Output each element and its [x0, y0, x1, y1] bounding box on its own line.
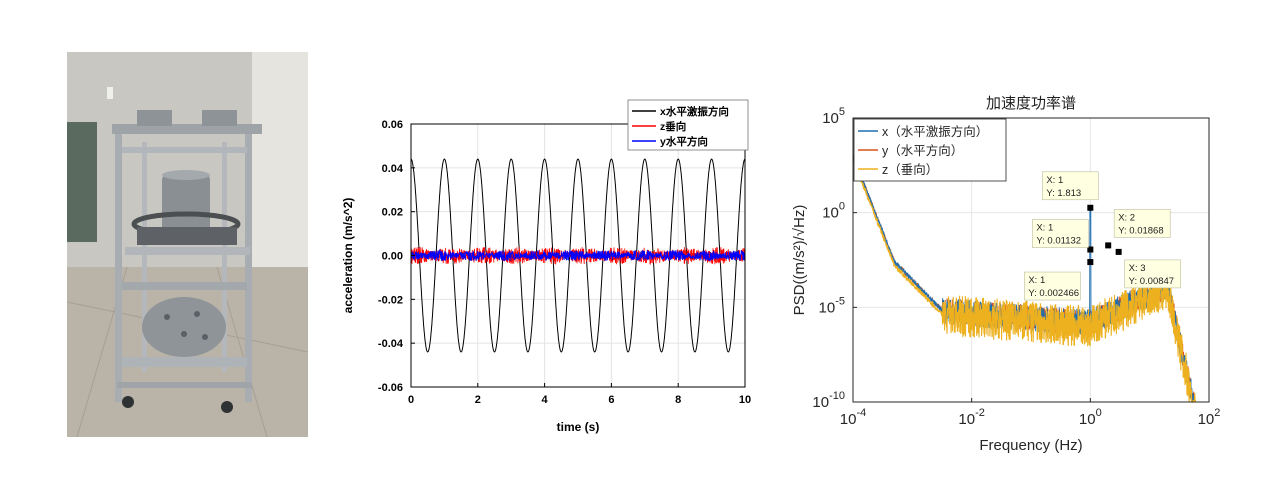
psd-chart-x-ticks: 10-4 10-2 100 102: [840, 398, 1221, 428]
psd-chart-y-tick-exponent: 5: [839, 106, 845, 118]
psd-chart-x-tick-exponent: -2: [975, 407, 985, 419]
psd-chart-y-tick-exponent: -10: [829, 390, 845, 402]
time-chart-y-ticks: 0.06 0.04 0.02 0.00 -0.02 -0.04 -0.06: [378, 119, 415, 394]
psd-datatip-y-label: Y: 1.813: [1046, 188, 1081, 199]
psd-chart-x-axis-label: Frequency (Hz): [979, 437, 1082, 454]
acceleration-time-chart: 0.060.040.020.00-0.02-0.04-0.06 0 2 4 6 8 10 …: [341, 99, 751, 434]
psd-chart-x-tick-exponent: 2: [1214, 407, 1220, 419]
time-chart-y-tick-label: 0.00: [382, 251, 403, 263]
psd-datatip-marker: [1105, 242, 1112, 249]
time-chart-y-tick-label: -0.04: [378, 338, 404, 350]
psd-datatip-box: [1024, 271, 1081, 301]
time-chart-series: [410, 158, 746, 353]
time-chart-x-tick-label: 0: [408, 394, 414, 406]
psd-datatip-marker: [1087, 246, 1094, 253]
psd-datatip-y-label: Y: 0.01132: [1036, 236, 1081, 247]
psd-chart-legend-label: x（水平激振方向）: [882, 124, 988, 139]
time-chart-x-tick-label: 6: [608, 394, 614, 406]
time-chart-legend: x水平激振方向 z垂向 y水平方向: [627, 99, 749, 151]
time-chart-legend-label: z垂向: [660, 120, 686, 133]
psd-datatip-marker: [1087, 259, 1094, 266]
psd-datatip-x-label: X: 2: [1118, 212, 1135, 223]
psd-chart-y-tick-exponent: 0: [839, 201, 845, 213]
time-chart-x-ticks: 0 2 4 6 8 10: [408, 383, 751, 406]
test-rig-photo: [67, 52, 308, 437]
psd-chart-y-ticks: 105 100 10-5 10-10: [812, 106, 857, 411]
time-chart-x-tick-label: 10: [739, 394, 751, 406]
time-chart-y-tick-label: 0.02: [382, 207, 403, 219]
psd-datatip-box: [1042, 171, 1099, 201]
psd-chart-y-tick-label: 10-5: [819, 295, 845, 316]
psd-datatip-x-label: X: 3: [1129, 263, 1146, 274]
psd-chart-x-tick-exponent: 0: [1096, 407, 1102, 419]
psd-datatip-x-label: X: 1: [1036, 223, 1053, 234]
psd-chart-y-tick-label: 105: [822, 106, 845, 127]
psd-chart-legend: x（水平激振方向） y（水平方向） z（垂向）: [853, 118, 1007, 182]
time-chart-y-tick-label: -0.06: [378, 382, 403, 394]
psd-chart: 加速度功率谱 105 100 10-5 10-10 10-4 10-2 100 102 Fr…: [791, 95, 1221, 454]
time-chart-series-line: [410, 158, 746, 353]
time-chart-x-tick-label: 8: [675, 394, 681, 406]
psd-chart-y-tick-label: 10-10: [812, 390, 845, 411]
psd-datatip-y-label: Y: 0.002466: [1028, 288, 1079, 299]
time-chart-legend-label: x水平激振方向: [660, 105, 729, 118]
psd-datatip-box: [1032, 219, 1089, 248]
psd-chart-legend-label: z（垂向）: [882, 162, 938, 177]
psd-datatip-y-label: Y: 0.00847: [1129, 276, 1174, 287]
psd-datatip-marker: [1087, 204, 1094, 211]
psd-datatip-x-label: X: 1: [1046, 175, 1063, 186]
psd-chart-y-axis-label: PSD((m/s²)/√Hz): [791, 205, 808, 316]
time-chart-x-tick-label: 2: [475, 394, 481, 406]
psd-datatip-box: [1124, 259, 1181, 289]
psd-chart-legend-box: [853, 118, 1007, 182]
psd-chart-x-tick-label: 10-2: [958, 407, 984, 428]
time-chart-legend-label: y水平方向: [660, 135, 708, 148]
time-chart-x-axis-label: time (s): [557, 420, 600, 434]
psd-chart-datatips: X: 1 Y: 1.813 X: 1 Y: 0.01132 X: 1 Y: 0.00246…: [1024, 171, 1181, 301]
psd-chart-x-tick-label: 102: [1198, 407, 1221, 428]
psd-datatip-box: [1113, 209, 1171, 238]
psd-chart-y-tick-label: 100: [822, 201, 845, 222]
psd-datatip-y-label: Y: 0.01868: [1118, 225, 1163, 236]
time-chart-y-axis-label: acceleration (m/s^2): [341, 198, 355, 314]
time-chart-series-line: [410, 249, 746, 262]
psd-chart-x-tick-exponent: -4: [856, 407, 866, 419]
time-chart-y-tick-label: -0.02: [378, 294, 403, 306]
psd-chart-legend-label: y（水平方向）: [882, 143, 963, 158]
psd-datatip-marker: [1115, 248, 1122, 255]
psd-datatip-x-label: X: 1: [1028, 275, 1045, 286]
time-chart-x-tick-label: 4: [542, 394, 549, 406]
psd-chart-y-tick-exponent: -5: [835, 295, 845, 307]
psd-chart-plot-frame: [852, 117, 1210, 403]
time-chart-y-tick-label: 0.04: [382, 163, 404, 175]
psd-chart-title: 加速度功率谱: [986, 95, 1076, 112]
psd-chart-x-tick-label: 10-4: [840, 407, 866, 428]
psd-chart-x-tick-label: 100: [1079, 407, 1102, 428]
time-chart-y-tick-label: 0.06: [382, 119, 403, 131]
